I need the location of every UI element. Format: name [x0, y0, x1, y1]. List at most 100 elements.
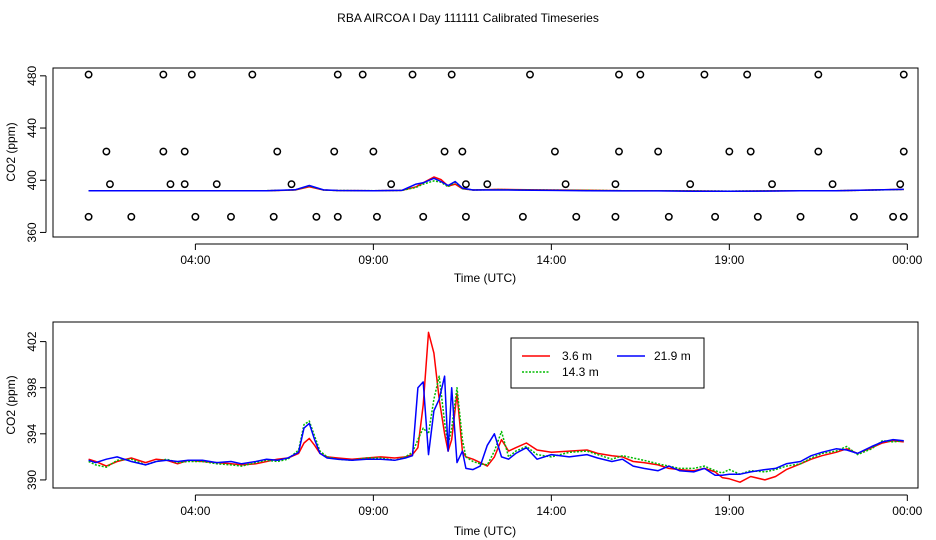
top-calibration-point	[889, 212, 898, 221]
top-calibration-point	[743, 70, 752, 79]
top-calibration-point	[814, 147, 823, 156]
top-calibration-point	[191, 212, 200, 221]
bottom-x-tick-label: 00:00	[892, 504, 922, 518]
top-calibration-point	[753, 212, 762, 221]
top-calibration-point	[372, 212, 381, 221]
bottom-x-tick-label: 04:00	[180, 504, 210, 518]
top-calibration-point	[159, 147, 168, 156]
top-calibration-point	[458, 147, 467, 156]
top-calibration-point	[550, 147, 559, 156]
top-calibration-point	[615, 147, 623, 156]
bottom-axes: 04:00 09:00 14:00 19:00 00:00 390 394 398 402	[25, 331, 923, 518]
top-calibration-point	[828, 180, 837, 189]
top-calibration-point	[84, 70, 93, 79]
top-x-tick-label: 19:00	[714, 253, 744, 267]
top-calibration-point	[664, 212, 673, 221]
bottom-series-21.9m	[88, 375, 904, 477]
top-calibration-point	[248, 70, 257, 79]
top-calibration-point	[159, 70, 168, 79]
top-calibration-point	[333, 212, 342, 221]
top-marks	[84, 70, 908, 221]
figure-title: RBA AIRCOA I Day 111111 Calibrated Times…	[337, 11, 599, 25]
top-calibration-point	[611, 180, 620, 189]
bottom-series-3.6m	[88, 331, 904, 483]
top-calibration-point	[330, 147, 339, 156]
top-calibration-point	[725, 147, 734, 156]
top-y-tick-label: 400	[25, 170, 39, 190]
bottom-x-tick-label: 14:00	[536, 504, 566, 518]
top-calibration-point	[166, 180, 175, 189]
top-calibration-point	[269, 212, 278, 221]
top-calibration-point	[526, 70, 534, 79]
top-panel: 04:00 09:00 14:00 19:00 00:00 360 400 440 480 Ti…	[4, 65, 923, 285]
top-y-tick-label: 480	[25, 65, 39, 85]
top-calibration-point	[483, 180, 492, 189]
top-calibration-point	[84, 212, 93, 221]
top-calibration-point	[180, 180, 189, 189]
top-calibration-point	[572, 212, 581, 221]
top-xlabel: Time (UTC)	[454, 271, 516, 285]
top-calibration-point	[187, 70, 196, 79]
top-calibration-point	[180, 147, 189, 156]
top-calibration-point	[636, 70, 645, 79]
top-calibration-point	[102, 147, 111, 156]
top-x-tick-label: 09:00	[358, 253, 388, 267]
legend: 3.6 m 21.9 m 14.3 m	[510, 337, 705, 389]
top-calibration-point	[899, 70, 908, 79]
legend-box	[510, 337, 705, 389]
top-calibration-point	[333, 70, 342, 79]
top-calibration-point	[273, 147, 282, 156]
top-calibration-point	[408, 70, 417, 79]
top-calibration-point	[849, 212, 858, 221]
top-calibration-point	[227, 212, 235, 221]
bottom-plot-frame	[52, 321, 919, 489]
bottom-y-tick-label: 398	[25, 377, 39, 397]
top-calibration-point	[711, 212, 720, 221]
top-calibration-point	[561, 180, 570, 189]
top-plot-frame	[52, 67, 919, 238]
top-y-tick-label: 440	[25, 118, 39, 138]
top-calibration-point	[896, 180, 905, 189]
bottom-series-group	[88, 331, 904, 483]
top-calibration-point	[654, 147, 663, 156]
top-calibration-point	[387, 180, 396, 189]
top-calibration-point	[461, 212, 470, 221]
top-calibration-point	[686, 180, 695, 189]
top-x-tick-label: 04:00	[180, 253, 210, 267]
top-calibration-point	[419, 212, 428, 221]
top-series-3.6m	[88, 176, 904, 192]
top-x-tick-label: 14:00	[536, 253, 566, 267]
top-calibration-point	[899, 147, 908, 156]
legend-label-3.6m: 3.6 m	[562, 349, 592, 363]
top-ylabel: CO2 (ppm)	[4, 122, 18, 181]
top-series-21.9m	[88, 177, 904, 193]
bottom-ylabel: CO2 (ppm)	[4, 375, 18, 434]
top-calibration-point	[796, 212, 805, 221]
bottom-y-tick-label: 390	[25, 470, 39, 490]
top-calibration-point	[447, 70, 456, 79]
top-calibration-point	[127, 212, 136, 221]
bottom-marks	[88, 331, 904, 483]
top-series-group	[88, 176, 904, 193]
top-calibration-point	[312, 212, 321, 221]
legend-label-21.9m: 21.9 m	[654, 349, 691, 363]
top-calibration-point	[212, 180, 221, 189]
top-calibration-point	[746, 147, 755, 156]
top-axes: 04:00 09:00 14:00 19:00 00:00 360 400 440 480	[25, 65, 923, 267]
top-calibration-point	[358, 70, 367, 79]
top-y-tick-label: 360	[25, 222, 39, 242]
top-calibration-point	[106, 180, 114, 189]
top-x-tick-label: 00:00	[892, 253, 922, 267]
bottom-y-tick-label: 394	[25, 423, 39, 443]
bottom-xlabel: Time (UTC)	[454, 524, 516, 538]
top-calibration-point	[518, 212, 527, 221]
bottom-x-tick-label: 19:00	[714, 504, 744, 518]
bottom-series-14.3m	[88, 375, 904, 475]
top-calibration-point	[615, 70, 623, 79]
bottom-x-tick-label: 09:00	[358, 504, 388, 518]
bottom-y-tick-label: 402	[25, 331, 39, 351]
legend-label-14.3m: 14.3 m	[562, 365, 599, 379]
bottom-panel: 04:00 09:00 14:00 19:00 00:00 390 394 398 402 Ti…	[4, 321, 923, 538]
top-calibration-point	[369, 147, 378, 156]
